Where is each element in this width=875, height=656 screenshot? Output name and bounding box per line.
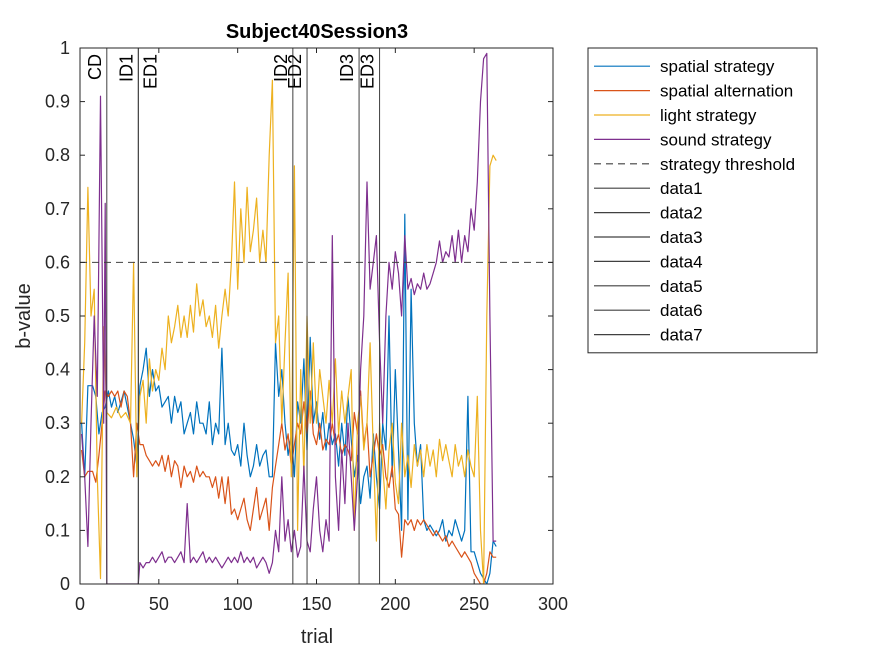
y-axis-label: b-value (13, 283, 35, 349)
y-tick-label: 0.7 (45, 199, 70, 219)
x-tick-label: 100 (223, 594, 253, 614)
x-tick-label: 250 (459, 594, 489, 614)
y-tick-label: 0.2 (45, 467, 70, 487)
y-tick-label: 0.1 (45, 520, 70, 540)
phase-label-cd: CD (85, 54, 105, 80)
legend-entry-spatial-alternation: spatial alternation (660, 82, 793, 101)
phase-label-id2: ID2 (271, 54, 291, 82)
plot-area (80, 48, 553, 584)
x-tick-label: 200 (380, 594, 410, 614)
series-line-sound-strategy (81, 52, 497, 584)
legend-entry-data2: data2 (660, 204, 703, 223)
chart-title: Subject40Session3 (226, 21, 408, 43)
phase-label-id3: ID3 (337, 54, 357, 82)
phase-label-id1: ID1 (116, 54, 136, 82)
y-tick-label: 0.8 (45, 145, 70, 165)
legend-entry-data1: data1 (660, 179, 703, 198)
y-tick-label: 0.4 (45, 360, 70, 380)
legend-entry-data7: data7 (660, 326, 703, 345)
legend-entry-data3: data3 (660, 228, 703, 247)
legend-entry-data4: data4 (660, 252, 703, 271)
phase-label-ed2: ED2 (285, 54, 305, 89)
y-tick-label: 0.6 (45, 252, 70, 272)
y-tick-label: 0 (60, 574, 70, 594)
legend-entry-sound-strategy: sound strategy (660, 130, 772, 149)
legend-entry-data6: data6 (660, 301, 703, 320)
y-tick-label: 0.5 (45, 306, 70, 326)
series-line-spatial-alternation (81, 390, 497, 584)
y-tick-label: 1 (60, 38, 70, 58)
x-axis-label: trial (301, 626, 333, 648)
legend: spatial strategy spatial alternation light… (587, 47, 818, 354)
y-tick-label: 0.9 (45, 92, 70, 112)
x-tick-label: 50 (149, 594, 169, 614)
legend-entry-data5: data5 (660, 277, 703, 296)
legend-entry-strategy-threshold: strategy threshold (660, 155, 795, 174)
x-tick-label: 0 (75, 594, 85, 614)
x-tick-label: 300 (538, 594, 568, 614)
legend-entry-light-strategy: light strategy (660, 106, 757, 125)
phase-label-ed3: ED3 (358, 54, 378, 89)
y-tick-label: 0.3 (45, 413, 70, 433)
phase-label-ed1: ED1 (140, 54, 160, 89)
legend-box (587, 47, 818, 354)
legend-entry-spatial-strategy: spatial strategy (660, 57, 775, 76)
x-tick-label: 150 (301, 594, 331, 614)
axis-ticks: 0 50 100 150 200 250 300 0 0.1 0.2 0.3 0.4 0.5 0.6 0.7… (45, 38, 568, 614)
